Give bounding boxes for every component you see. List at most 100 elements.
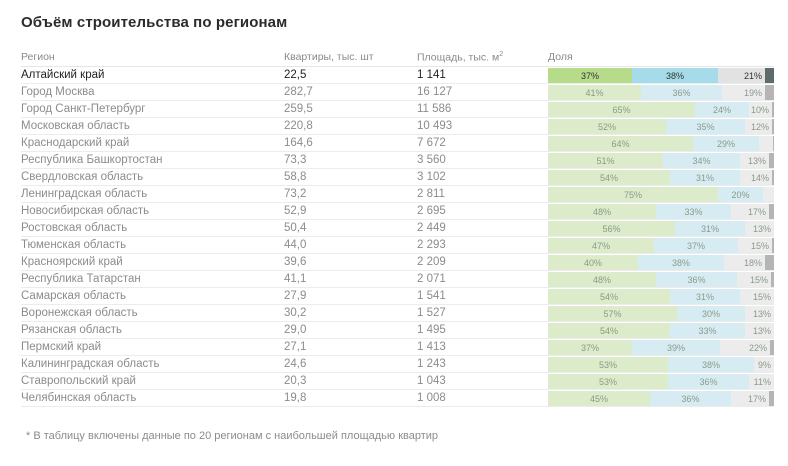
area-value: 7 672 [417,137,446,149]
share-bar: 47% 37% 15% [548,238,774,253]
apartments-value: 20,3 [284,375,307,387]
share-bar: 64% 29% [548,136,774,151]
apartments-value: 282,7 [284,86,313,98]
header-apartments: Квартиры, тыс. шт [284,51,374,63]
header-area: Площадь, тыс. м2 [417,51,503,64]
area-value: 1 495 [417,324,446,336]
share-segment-3: 19% [722,85,765,100]
row-divider [21,253,774,254]
share-segment-4 [769,391,774,406]
area-value: 2 811 [417,188,445,200]
share-bar: 75% 20% [548,187,774,202]
share-segment-2: 30% [677,306,745,321]
share-bar: 65% 24% 10% [548,102,774,117]
table-row: Город Москва 282,7 16 127 41% 36% 19% [0,84,788,101]
apartments-value: 52,9 [284,205,307,217]
share-segment-1: 45% [548,391,650,406]
region-name: Калининградская область [21,358,160,370]
share-segment-1: 57% [548,306,677,321]
share-segment-4 [769,153,774,168]
page-title: Объём строительства по регионам [21,14,288,31]
region-name: Пермский край [21,341,102,353]
share-segment-3 [763,187,774,202]
header-region: Регион [21,51,55,63]
share-bar: 52% 35% 12% [548,119,774,134]
header-divider [21,66,774,67]
area-value: 1 413 [417,341,446,353]
share-segment-2: 20% [718,187,763,202]
share-segment-4 [771,272,774,287]
share-segment-4 [765,68,774,83]
apartments-value: 164,6 [284,137,313,149]
share-segment-3: 13% [745,306,774,321]
share-segment-2: 34% [663,153,740,168]
table-row: Тюменская область 44,0 2 293 47% 37% 15% [0,237,788,254]
share-segment-1: 64% [548,136,693,151]
region-name: Ленинградская область [21,188,148,200]
share-segment-4 [772,102,774,117]
row-divider [21,83,774,84]
share-bar: 48% 36% 15% [548,272,774,287]
share-segment-2: 33% [670,323,745,338]
share-bar: 56% 31% 13% [548,221,774,236]
table-row: Свердловская область 58,8 3 102 54% 31% 14% [0,169,788,186]
apartments-value: 19,8 [284,392,307,404]
row-divider [21,134,774,135]
share-segment-3: 11% [749,374,774,389]
share-bar: 53% 38% 9% [548,357,774,372]
apartments-value: 30,2 [284,307,307,319]
share-segment-4 [773,136,774,151]
table-row: Новосибирская область 52,9 2 695 48% 33% 17% [0,203,788,220]
share-segment-3: 13% [745,323,774,338]
share-bar: 40% 38% 18% [548,255,774,270]
region-name: Самарская область [21,290,126,302]
share-segment-1: 51% [548,153,663,168]
share-segment-1: 41% [548,85,641,100]
share-segment-3: 15% [737,272,771,287]
share-bar: 54% 33% 13% [548,323,774,338]
share-bar: 54% 31% 15% [548,289,774,304]
area-value: 3 102 [417,171,446,183]
share-segment-3: 14% [740,170,772,185]
share-segment-4 [769,204,774,219]
apartments-value: 50,4 [284,222,307,234]
area-value: 1 043 [417,375,446,387]
share-segment-2: 31% [670,289,740,304]
share-segment-1: 37% [548,340,632,355]
row-divider [21,321,774,322]
share-segment-1: 54% [548,289,670,304]
share-segment-4 [765,85,774,100]
area-value: 1 008 [417,392,446,404]
share-segment-1: 47% [548,238,654,253]
header-area-sup: 2 [499,51,504,58]
area-value: 2 071 [417,273,446,285]
table-row: Самарская область 27,9 1 541 54% 31% 15% [0,288,788,305]
share-segment-2: 38% [668,357,754,372]
table-row: Город Санкт-Петербург 259,5 11 586 65% 24% 10… [0,101,788,118]
share-segment-3: 9% [754,357,774,372]
area-value: 1 141 [417,69,446,81]
share-segment-2: 36% [650,391,731,406]
share-bar: 57% 30% 13% [548,306,774,321]
table-row: Республика Татарстан 41,1 2 071 48% 36% 15% [0,271,788,288]
apartments-value: 44,0 [284,239,307,251]
share-segment-2: 35% [666,119,745,134]
share-segment-2: 36% [668,374,749,389]
area-value: 2 293 [417,239,446,251]
row-divider [21,304,774,305]
share-segment-1: 48% [548,272,656,287]
share-segment-4 [772,170,774,185]
table-row: Московская область 220,8 10 493 52% 35% 12% [0,118,788,135]
share-bar: 37% 39% 22% [548,340,774,355]
area-value: 16 127 [417,86,453,98]
area-value: 1 527 [417,307,446,319]
share-bar: 45% 36% 17% [548,391,774,406]
area-value: 1 541 [417,290,446,302]
apartments-value: 73,2 [284,188,307,200]
row-divider [21,236,774,237]
row-divider [21,151,774,152]
region-name: Московская область [21,120,130,132]
share-segment-2: 24% [695,102,749,117]
region-name: Тюменская область [21,239,127,251]
row-divider [21,185,774,186]
